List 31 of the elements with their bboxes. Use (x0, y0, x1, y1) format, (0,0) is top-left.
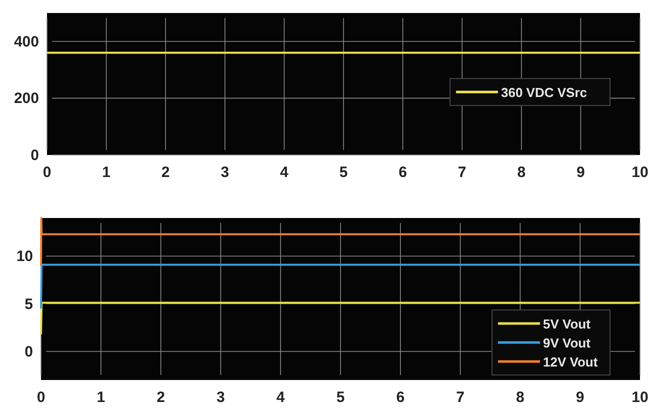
x-tick-label: 1 (96, 389, 106, 406)
x-tick-label: 8 (516, 389, 524, 406)
x-tick-label: 7 (456, 389, 464, 406)
x-tick-label: 7 (458, 164, 466, 181)
legend-label: 12V Vout (543, 354, 598, 370)
x-tick-label: 0 (42, 164, 52, 181)
y-tick-label: 5 (24, 296, 33, 313)
x-tick-label: 1 (102, 164, 110, 181)
x-tick-label: 6 (396, 389, 405, 406)
legend-label: 5V Vout (543, 316, 592, 332)
x-tick-label: 3 (216, 389, 225, 406)
y-tick-label: 0 (30, 147, 39, 164)
x-tick-label: 8 (517, 164, 526, 181)
y-tick-label: 200 (14, 90, 39, 108)
x-tick-label: 2 (156, 389, 165, 406)
x-tick-label: 6 (398, 164, 407, 181)
x-tick-label: 3 (220, 164, 230, 181)
legend-label: 360 VDC VSrc (501, 85, 587, 100)
y-tick-label: 400 (14, 33, 39, 50)
x-tick-label: 10 (632, 389, 648, 406)
x-tick-label: 5 (336, 389, 345, 406)
x-tick-label: 4 (280, 164, 290, 181)
x-tick-label: 2 (161, 164, 170, 181)
x-tick-label: 5 (339, 164, 348, 181)
y-tick-label: 10 (16, 248, 33, 266)
x-tick-label: 10 (632, 164, 648, 181)
x-tick-label: 9 (576, 164, 585, 181)
legend-label: 9V Vout (543, 336, 592, 350)
y-tick-label: 0 (24, 343, 33, 360)
x-tick-label: 9 (576, 389, 584, 406)
x-tick-label: 4 (276, 389, 286, 406)
